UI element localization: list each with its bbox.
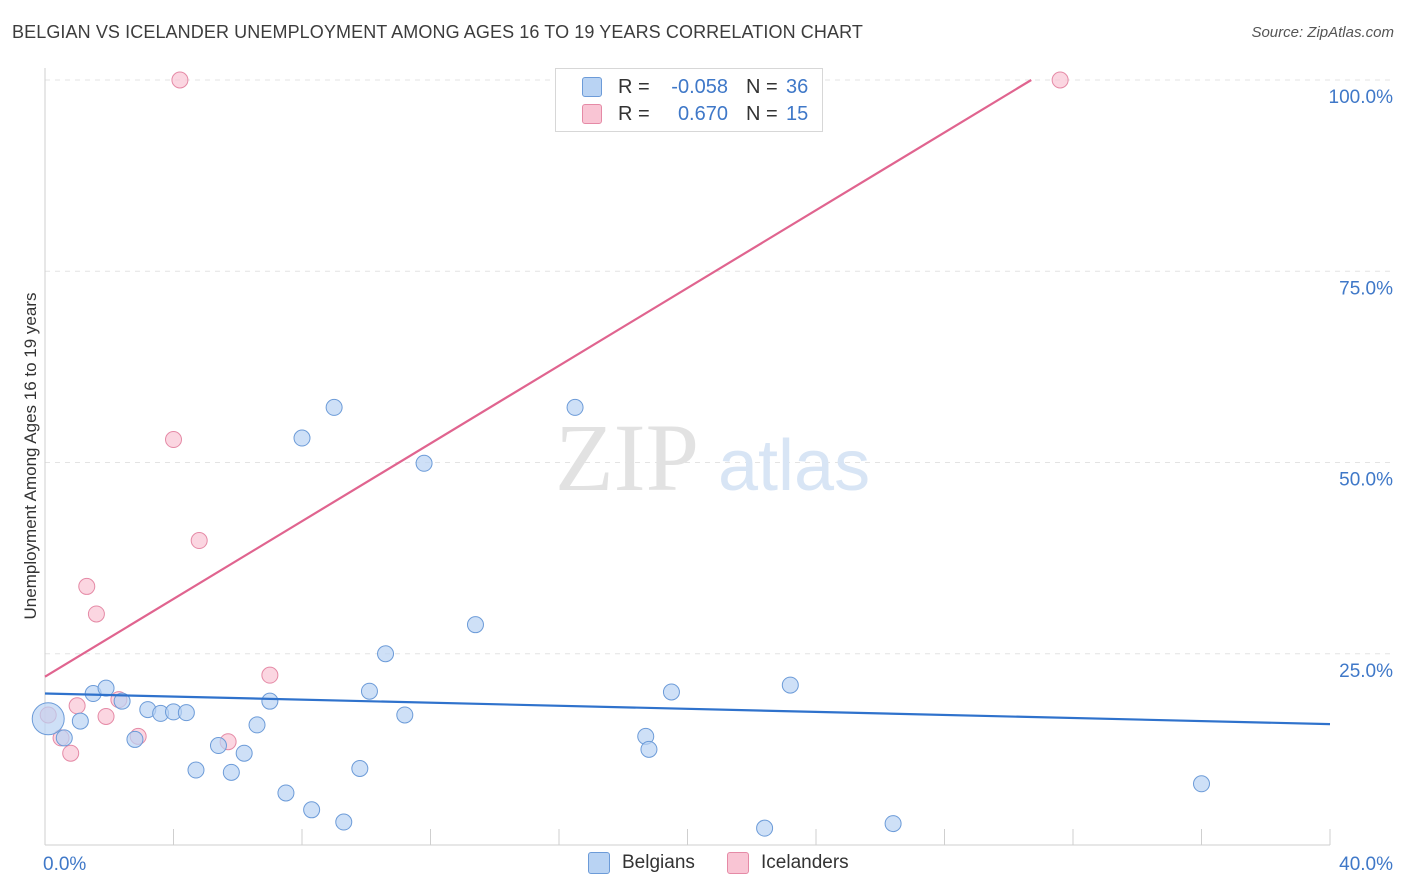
icelander-point-5 <box>87 605 105 623</box>
icelander-trend-line <box>44 79 1032 678</box>
belgian-point-4 <box>97 679 115 697</box>
belgian-point-31 <box>662 683 680 701</box>
watermark: ZIP atlas <box>555 404 870 511</box>
belgian-point-17 <box>277 784 295 802</box>
icelander-point-9 <box>165 431 182 449</box>
icelander-point-14 <box>1051 71 1069 89</box>
belgian-point-33 <box>781 676 799 694</box>
icelander-n-label: N = <box>746 102 778 125</box>
belgian-point-2 <box>71 712 89 730</box>
belgian-point-6 <box>126 730 144 748</box>
belgian-point-22 <box>351 760 369 777</box>
belgian-point-26 <box>415 454 433 472</box>
y-axis-label: Unemployment Among Ages 16 to 19 years <box>21 293 40 620</box>
belgian-point-20 <box>325 398 343 416</box>
belgian-point-27 <box>466 616 484 634</box>
belgian-r-value: -0.058 <box>671 75 728 98</box>
belgian-point-23 <box>360 682 378 700</box>
icelander-point-3 <box>68 697 86 715</box>
belgian-points <box>31 398 1210 837</box>
icelanders-legend-label: Icelanders <box>761 852 849 873</box>
belgian-point-30 <box>640 740 658 758</box>
belgians-legend-swatch <box>588 852 610 874</box>
x-tick-labels: 0.0% 40.0% <box>43 854 1393 875</box>
correlation-legend: R = -0.058 N = 36 R = 0.670 N = 15 <box>555 68 823 132</box>
x-tick-label-max: 40.0% <box>1339 854 1393 875</box>
watermark-atlas: atlas <box>718 426 870 506</box>
legend-item-icelanders: Icelanders <box>727 852 849 874</box>
belgian-point-13 <box>222 763 240 781</box>
belgian-point-1 <box>55 729 73 747</box>
belgian-point-5 <box>113 692 131 710</box>
belgian-point-15 <box>248 716 266 734</box>
belgian-n-value: 36 <box>786 75 809 98</box>
grid-lines <box>45 79 1395 655</box>
icelanders-legend-swatch <box>727 852 749 874</box>
belgian-point-18 <box>293 429 311 447</box>
belgian-trend-line <box>44 692 1331 726</box>
icelander-n-value: 15 <box>786 102 809 125</box>
chart-title: BELGIAN VS ICELANDER UNEMPLOYMENT AMONG … <box>12 22 863 42</box>
belgian-point-10 <box>177 704 195 722</box>
y-tick-label-50: 50.0% <box>1339 470 1393 491</box>
belgian-point-25 <box>396 706 414 724</box>
icelander-point-11 <box>190 532 208 550</box>
belgian-point-32 <box>756 819 774 837</box>
legend-item-belgians: Belgians <box>588 852 695 874</box>
belgian-n-label: N = <box>746 75 778 98</box>
belgian-point-12 <box>209 737 227 755</box>
belgian-point-11 <box>187 761 205 779</box>
icelander-point-6 <box>97 707 115 725</box>
icelander-swatch <box>582 104 602 124</box>
watermark-zip: ZIP <box>555 404 699 511</box>
belgian-point-19 <box>303 801 321 819</box>
icelander-r-label: R = <box>618 102 650 125</box>
y-tick-labels: 25.0% 50.0% 75.0% 100.0% <box>1329 87 1394 682</box>
x-tick-label-min: 0.0% <box>43 854 86 875</box>
belgian-point-0 <box>31 702 65 736</box>
belgian-point-24 <box>377 645 395 663</box>
trend-lines <box>44 79 1331 726</box>
legend-row-icelanders: R = 0.670 N = 15 <box>582 102 808 126</box>
icelander-point-10 <box>171 71 189 89</box>
belgian-r-label: R = <box>618 75 650 98</box>
belgian-swatch <box>582 77 602 97</box>
belgians-legend-label: Belgians <box>622 852 695 873</box>
belgian-point-28 <box>566 398 584 416</box>
source-label: Source: ZipAtlas.com <box>1251 24 1394 41</box>
y-tick-label-100: 100.0% <box>1329 87 1394 108</box>
belgian-point-21 <box>335 813 353 831</box>
y-tick-label-25: 25.0% <box>1339 661 1393 682</box>
belgian-point-16 <box>261 692 279 710</box>
icelander-r-value: 0.670 <box>677 102 728 125</box>
y-tick-label-75: 75.0% <box>1339 278 1393 299</box>
legend-row-belgians: R = -0.058 N = 36 <box>582 75 808 99</box>
icelander-point-13 <box>261 666 279 684</box>
icelander-point-2 <box>62 744 80 762</box>
belgian-point-34 <box>884 815 902 833</box>
belgian-point-14 <box>235 744 253 762</box>
belgian-point-35 <box>1193 775 1210 793</box>
icelander-point-4 <box>78 577 96 595</box>
